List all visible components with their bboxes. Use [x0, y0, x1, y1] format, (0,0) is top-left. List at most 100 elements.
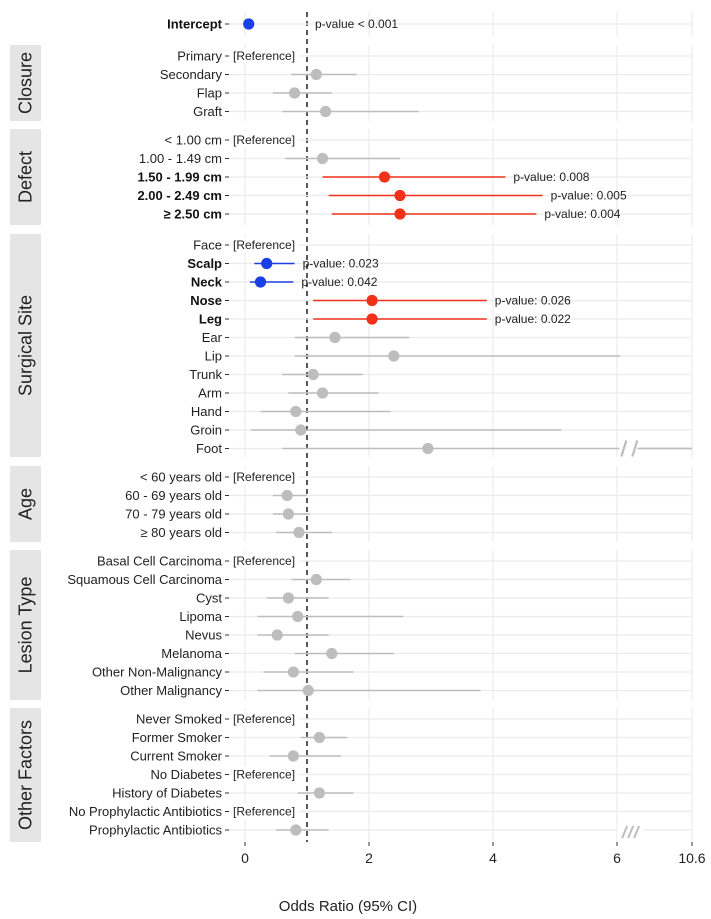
point-estimate: [271, 629, 283, 641]
forest-row: < 1.00 cm [Reference]: [165, 132, 692, 148]
point-estimate: [316, 152, 329, 165]
point-estimate: [394, 208, 406, 220]
y-tick-label: Scalp: [187, 256, 222, 271]
y-tick-label: Groin: [190, 423, 222, 438]
point-estimate: [313, 731, 325, 744]
point-estimate: [287, 750, 299, 762]
y-tick-label: 1.50 - 1.99 cm: [137, 170, 222, 185]
y-tick-label: Nevus: [185, 628, 222, 643]
reference-label-background: [231, 553, 299, 569]
forest-row: Intercept p-value < 0.001: [167, 17, 692, 32]
y-tick-label: Melanoma: [161, 646, 222, 661]
y-tick-label: Prophylactic Antibiotics: [89, 823, 222, 838]
forest-row: Hand: [191, 404, 692, 419]
panel: Closure: [10, 45, 693, 121]
point-estimate: [310, 68, 322, 81]
y-tick-label: Other Non-Malignancy: [92, 665, 223, 680]
point-estimate: [281, 489, 293, 502]
forest-row: No Diabetes [Reference]: [150, 766, 692, 783]
forest-row: Graft: [193, 104, 692, 119]
facet-strip: [10, 234, 41, 457]
y-tick-label: Face: [193, 238, 222, 253]
forest-row: Arm: [198, 386, 692, 401]
reference-label: [Reference]: [233, 49, 295, 63]
point-estimate: [287, 666, 299, 678]
y-tick-label: History of Diabetes: [112, 786, 222, 801]
y-tick-label: 2.00 - 2.49 cm: [137, 188, 222, 203]
forest-row: Basal Cell Carcinoma [Reference]: [97, 553, 692, 569]
reference-label: [Reference]: [233, 133, 295, 147]
y-tick-label: Lipoma: [179, 609, 222, 624]
forest-row: Nose p-value: 0.026: [190, 293, 692, 308]
forest-row: ≥ 2.50 cm p-value: 0.004: [164, 207, 692, 222]
axis-break-mark: [633, 825, 641, 839]
forest-row: Nevus: [185, 628, 692, 643]
y-tick-label: Flap: [197, 86, 222, 101]
forest-row: Neck p-value: 0.042: [191, 275, 692, 290]
reference-label-background: [231, 803, 299, 820]
p-value-label: p-value: 0.008: [513, 170, 589, 184]
reference-label-background: [231, 132, 299, 148]
point-estimate: [366, 294, 378, 307]
forest-row: < 60 years old [Reference]: [140, 469, 692, 485]
forest-row: No Prophylactic Antibiotics [Reference]: [69, 803, 692, 820]
p-value-label: p-value: 0.004: [544, 207, 620, 221]
forest-row: Squamous Cell Carcinoma: [67, 572, 692, 587]
x-tick-label: 0: [241, 850, 249, 866]
x-axis-break: [617, 825, 644, 839]
forest-row: Ear: [202, 330, 692, 345]
forest-row: Foot: [196, 439, 692, 458]
panel-background: [229, 466, 692, 542]
y-tick-label: Primary: [177, 49, 222, 64]
panel-background: [229, 45, 692, 121]
point-estimate: [326, 647, 338, 660]
forest-row: Flap: [197, 86, 692, 101]
y-tick-label: Nose: [190, 293, 222, 308]
point-estimate: [243, 18, 255, 30]
forest-row: ≥ 80 years old: [140, 525, 692, 540]
p-value-label: p-value < 0.001: [315, 17, 398, 31]
panel-background: [229, 550, 692, 700]
point-estimate: [313, 787, 325, 799]
reference-label: [Reference]: [233, 768, 295, 782]
forest-row: 1.00 - 1.49 cm: [139, 151, 692, 166]
y-tick-label: Trunk: [189, 367, 222, 382]
x-axis-title: Odds Ratio (95% CI): [279, 898, 417, 915]
facet-strip: [10, 45, 41, 121]
axis-break-mark: [621, 825, 629, 839]
reference-label: [Reference]: [233, 554, 295, 568]
point-estimate: [310, 573, 322, 586]
y-tick-label: 70 - 79 years old: [125, 507, 222, 522]
x-tick-label: 2: [365, 850, 373, 866]
point-estimate: [378, 171, 391, 183]
forest-row: Secondary: [160, 67, 692, 82]
y-tick-label: 60 - 69 years old: [125, 488, 222, 503]
point-estimate: [295, 424, 307, 436]
point-estimate: [366, 313, 378, 325]
forest-row: Primary [Reference]: [177, 48, 692, 64]
panel: Age: [10, 466, 693, 542]
rows-layer: Intercept p-value < 0.001 Primary [Referenc…: [67, 17, 692, 838]
point-estimate: [290, 824, 302, 836]
y-tick-label: Leg: [199, 312, 222, 327]
forest-row: Leg p-value: 0.022: [199, 312, 692, 327]
facet-strip-label: Closure: [16, 52, 36, 114]
y-tick-label: No Diabetes: [150, 767, 222, 782]
forest-row: Former Smoker: [132, 730, 692, 745]
facet-strip-label: Defect: [16, 151, 36, 203]
forest-row: 2.00 - 2.49 cm p-value: 0.005: [137, 188, 692, 203]
y-tick-label: ≥ 80 years old: [140, 525, 222, 540]
y-tick-label: Neck: [191, 275, 223, 290]
facet-strip-label: Lesion Type: [16, 577, 36, 674]
y-tick-label: Other Malignancy: [120, 683, 222, 698]
reference-label-background: [231, 711, 299, 727]
facet-strip: [10, 708, 41, 842]
y-tick-label: Lip: [205, 349, 222, 364]
facet-strip-label: Surgical Site: [16, 295, 36, 396]
y-tick-label: Former Smoker: [132, 730, 223, 745]
point-estimate: [302, 684, 314, 697]
y-tick-label: Current Smoker: [130, 749, 222, 764]
reference-label: [Reference]: [233, 805, 295, 819]
forest-row: Cyst: [196, 591, 692, 606]
